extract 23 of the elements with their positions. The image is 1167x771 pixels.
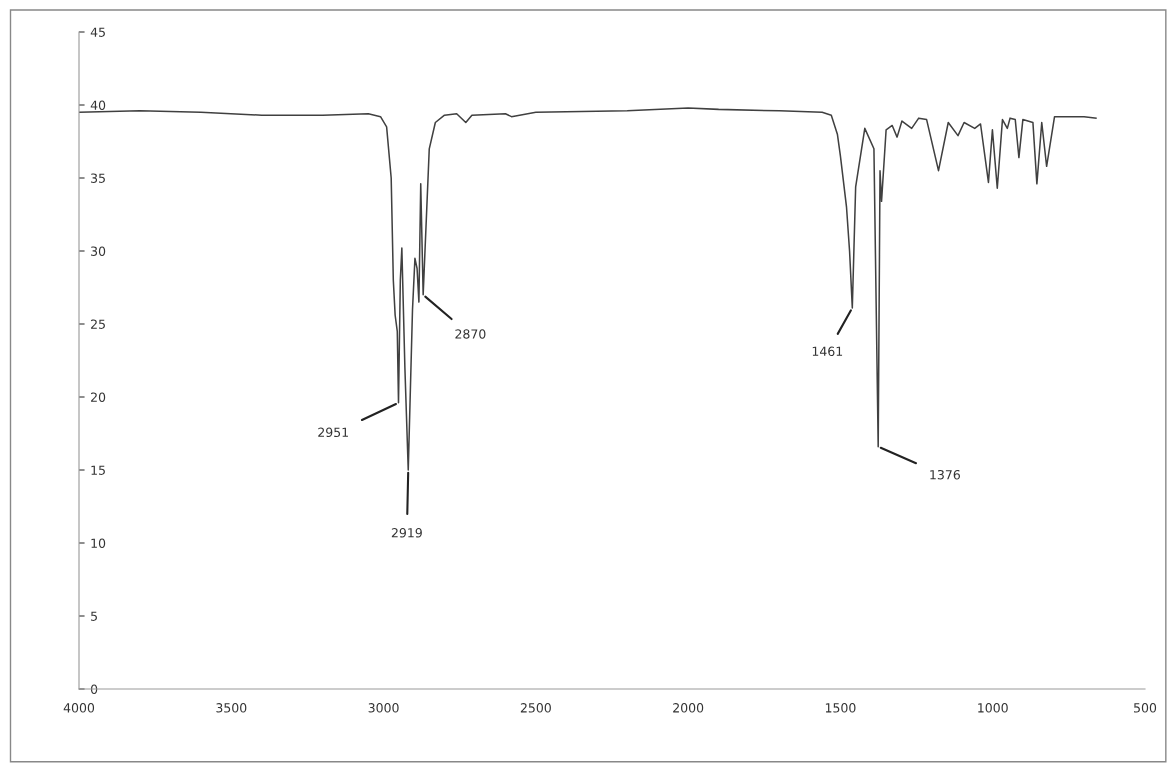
- annotation: 2919: [391, 528, 422, 538]
- y-tick-label: 10: [91, 538, 106, 548]
- y-tick-label: 0: [90, 684, 98, 694]
- y-tick-label: 40: [90, 100, 106, 110]
- y-tick-label: 35: [91, 173, 105, 183]
- y-tick-label: 15: [91, 465, 105, 475]
- annotation: 1376: [930, 469, 960, 480]
- x-tick-label: 500: [1134, 703, 1157, 713]
- annotation: 2870: [455, 329, 486, 339]
- annotation: 2951: [318, 427, 348, 438]
- x-tick-label: 3500: [216, 703, 247, 713]
- x-tick-label: 2500: [520, 703, 551, 713]
- x-tick-label: 2000: [673, 703, 704, 713]
- x-tick-label: 4000: [63, 703, 95, 713]
- x-tick-label: 1500: [825, 703, 856, 713]
- y-tick-label: 20: [91, 392, 106, 402]
- x-tick-label: 1000: [978, 703, 1008, 713]
- y-tick-label: 45: [90, 27, 105, 37]
- y-tick-label: 5: [91, 611, 97, 621]
- x-tick-label: 3000: [368, 703, 399, 713]
- y-tick-label: 25: [91, 319, 105, 329]
- y-tick-label: 30: [91, 246, 106, 256]
- annotation: 1461: [812, 346, 843, 357]
